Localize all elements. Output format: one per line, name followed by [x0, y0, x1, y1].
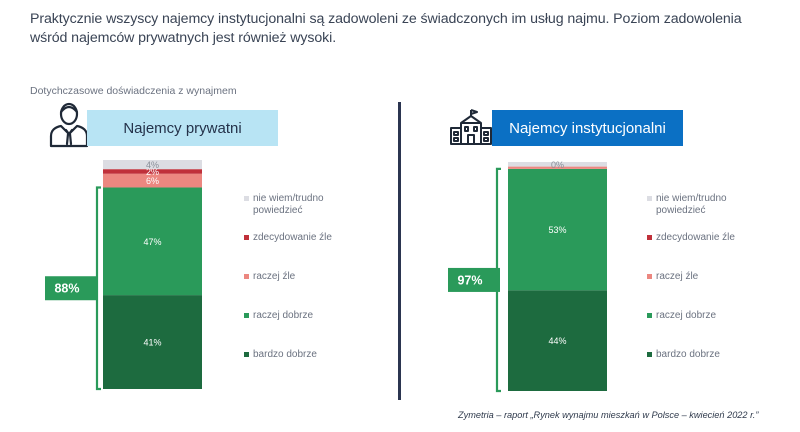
- legend-label-nie-wiem: nie wiem/trudno powiedzieć: [253, 193, 324, 216]
- bar-segment-zdecydowanie-le: [103, 169, 202, 174]
- page-title: Praktycznie wszyscy najemcy instytucjona…: [30, 11, 742, 46]
- panel-divider: [398, 102, 401, 400]
- bar-segment-nie-wiem-trudno-powiedzie: [508, 162, 607, 167]
- data-label-raczej-dobrze: 47%: [143, 237, 161, 247]
- legend-swatch-zdecydowanie-zle: [244, 235, 249, 240]
- data-label-bardzo-dobrze: 41%: [143, 338, 161, 348]
- legend-label-raczej-zle: raczej źle: [253, 271, 296, 282]
- legend-swatch-nie-wiem: [647, 196, 652, 201]
- institutional-tenants-label: Najemcy instytucjonalni: [509, 119, 666, 137]
- private-tenants-header: Najemcy prywatni: [87, 110, 278, 146]
- building-icon: [450, 109, 492, 145]
- data-label-nie-wiem-trudno-powiedzie: 0%: [551, 160, 564, 170]
- bar-segment-raczej-le: [508, 166, 607, 169]
- institutional-tenants-header: Najemcy instytucjonalni: [492, 110, 683, 146]
- legend-swatch-raczej-zle: [647, 274, 652, 279]
- bar-segment-raczej-dobrze: [103, 187, 202, 296]
- data-label-zdecydowanie-le: 2%: [146, 167, 159, 177]
- data-label-nie-wiem-trudno-powiedzie: 4%: [146, 160, 159, 170]
- satisfaction-total-label: 88%: [54, 282, 79, 296]
- legend-label-raczej-dobrze: raczej dobrze: [253, 310, 313, 321]
- bar-segment-bardzo-dobrze: [508, 290, 607, 391]
- legend-label-raczej-dobrze: raczej dobrze: [656, 310, 716, 321]
- legend-swatch-raczej-dobrze: [244, 313, 249, 318]
- legend-swatch-raczej-zle: [244, 274, 249, 279]
- source-note: Zymetria – raport „Rynek wynajmu mieszka…: [458, 410, 759, 420]
- legend-label-bardzo-dobrze: bardzo dobrze: [253, 349, 317, 360]
- legend-swatch-raczej-dobrze: [647, 313, 652, 318]
- chart-subtitle: Dotychczasowe doświadczenia z wynajmem: [30, 85, 237, 97]
- data-label-raczej-le: 6%: [146, 176, 159, 186]
- bar-segment-nie-wiem-trudno-powiedzie: [103, 160, 202, 170]
- legend-label-nie-wiem: nie wiem/trudno powiedzieć: [656, 193, 727, 216]
- legend-swatch-zdecydowanie-zle: [647, 235, 652, 240]
- legend-label-zdecydowanie-zle: zdecydowanie źle: [656, 232, 735, 243]
- bar-segment-bardzo-dobrze: [103, 295, 202, 389]
- legend-label-bardzo-dobrze: bardzo dobrze: [656, 349, 720, 360]
- private-tenants-label: Najemcy prywatni: [123, 119, 242, 137]
- legend-swatch-bardzo-dobrze: [647, 352, 652, 357]
- satisfaction-total-box: [448, 267, 500, 292]
- satisfaction-bracket: [95, 186, 101, 391]
- data-label-bardzo-dobrze: 44%: [548, 336, 566, 346]
- legend-label-zdecydowanie-zle: zdecydowanie źle: [253, 232, 332, 243]
- bar-segment-raczej-dobrze: [508, 168, 607, 291]
- satisfaction-total-box: [45, 276, 97, 301]
- bar-segment-raczej-le: [103, 173, 202, 188]
- businessman-icon: [49, 102, 89, 148]
- legend-swatch-nie-wiem: [244, 196, 249, 201]
- data-label-raczej-dobrze: 53%: [548, 225, 566, 235]
- legend-swatch-bardzo-dobrze: [244, 352, 249, 357]
- legend-label-raczej-zle: raczej źle: [656, 271, 699, 282]
- satisfaction-total-label: 97%: [457, 273, 482, 287]
